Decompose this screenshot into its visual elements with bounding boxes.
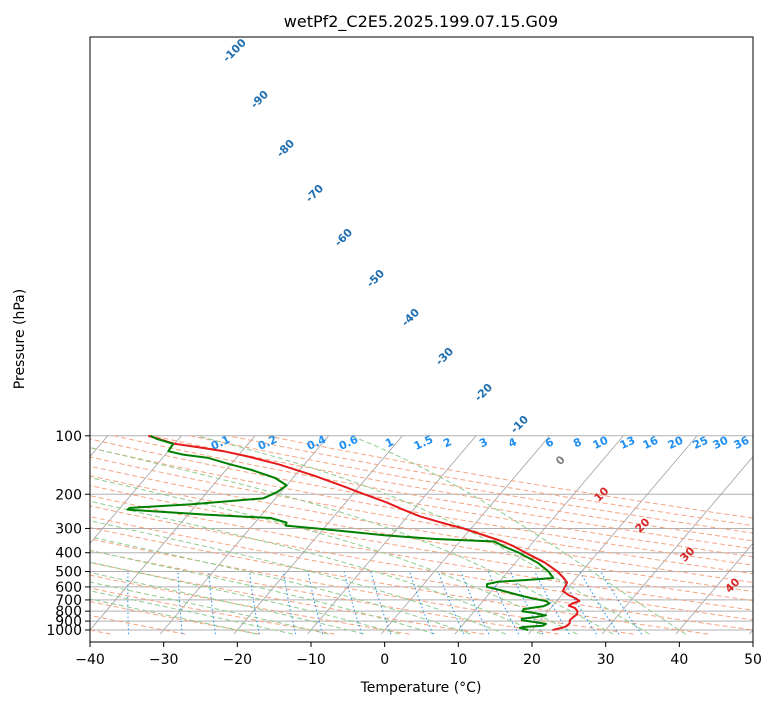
moist-adiabat-line (196, 435, 650, 635)
y-tick-label: 400 (55, 546, 82, 562)
y-axis-label: Pressure (hPa) (12, 289, 28, 389)
mixing-ratio-label: 25 (691, 434, 710, 452)
isotherm-line (601, 456, 753, 635)
dry-adiabat-line (90, 505, 753, 621)
mixing-ratio-label: 36 (732, 434, 752, 452)
y-tick-label: 1000 (46, 623, 82, 639)
x-tick-label: 30 (597, 652, 615, 668)
dry-adiabat-line (90, 600, 261, 635)
isotherm-line (90, 435, 256, 631)
y-tick-label: 200 (55, 487, 82, 503)
plot-frame (89, 36, 754, 643)
x-tick-label: 40 (670, 652, 688, 668)
x-tick-label: −10 (296, 652, 326, 668)
dry-adiabat-line (90, 456, 753, 575)
y-tick-label: 700 (55, 593, 82, 609)
moist-adiabat-line (90, 572, 365, 635)
x-tick-label: −40 (75, 652, 105, 668)
moist-adiabat-line (90, 561, 400, 635)
y-tick-label: 100 (55, 429, 82, 445)
x-tick-label: −30 (149, 652, 179, 668)
x-tick-label: 50 (744, 652, 762, 668)
x-tick-label: −20 (223, 652, 253, 668)
mixing-ratio-label: 16 (641, 434, 661, 452)
mixing-ratio-label: 13 (618, 434, 637, 452)
y-tick-label: 600 (55, 580, 82, 596)
chart-title: wetPf2_C2E5.2025.199.07.15.G09 (284, 12, 558, 32)
dry-adiabat-line (90, 538, 634, 635)
y-tick-label: 800 (55, 604, 82, 620)
isotherm-line (675, 542, 753, 635)
dry-adiabat-line (90, 516, 753, 631)
mixing-ratio-line (249, 571, 260, 635)
mixing-ratio-line (409, 571, 434, 635)
dry-adiabat-line (90, 495, 753, 611)
mixing-ratio-line (282, 571, 297, 635)
dry-adiabat-line (90, 550, 559, 635)
profile-lines (126, 434, 581, 631)
mixing-ratio-line (460, 571, 490, 635)
dry-adiabat-line (90, 527, 709, 635)
mixing-ratio-line (343, 571, 363, 635)
mixing-ratio-label: 20 (666, 434, 686, 452)
mixing-ratio-label: 30 (711, 434, 731, 452)
x-axis-label: Temperature (°C) (360, 680, 482, 696)
mixing-ratio-line (579, 571, 620, 635)
mixing-ratio-line (370, 571, 392, 635)
isotherm-line (159, 435, 330, 635)
y-tick-label: 300 (55, 521, 82, 537)
moist-adiabat-line (90, 590, 293, 635)
mixing-ratio-line (208, 571, 216, 635)
moist-adiabat-line (90, 500, 542, 635)
y-tick-label: 900 (55, 614, 82, 630)
dry-adiabat-line (90, 574, 410, 635)
isotherm-line (454, 435, 624, 635)
background-lines (90, 435, 753, 635)
mixing-ratio-line (487, 571, 520, 635)
x-axis-ticks: −40 −30 −20 −10 0 10 20 30 40 50 (75, 642, 762, 668)
moist-adiabat-line (90, 549, 436, 635)
mixing-ratio-label: 10 (591, 434, 611, 452)
temperature-profile-line (148, 434, 581, 631)
moist-adiabat-line (90, 476, 578, 635)
dewpoint-profile-line (126, 434, 555, 631)
mixing-ratio-line (558, 571, 597, 635)
x-tick-label: 10 (449, 652, 467, 668)
mixing-ratio-line (127, 571, 129, 635)
moist-adiabat-line (90, 581, 329, 635)
isotherm-line (380, 435, 551, 635)
y-tick-label: 500 (55, 565, 82, 581)
moist-adiabat-line (90, 536, 471, 635)
mixing-ratio-line (437, 571, 465, 635)
x-tick-label: 20 (523, 652, 541, 668)
x-tick-label: 0 (380, 652, 389, 668)
moist-adiabat-line (351, 435, 686, 635)
plot-area (90, 37, 753, 642)
isotherm-line (233, 435, 403, 635)
isotherm-line (90, 435, 182, 544)
dry-adiabat-line (90, 465, 753, 583)
mixing-ratio-line (177, 571, 183, 635)
dry-adiabat-line (90, 614, 186, 635)
dry-adiabat-line (90, 475, 753, 592)
mixing-ratio-line (600, 571, 643, 635)
